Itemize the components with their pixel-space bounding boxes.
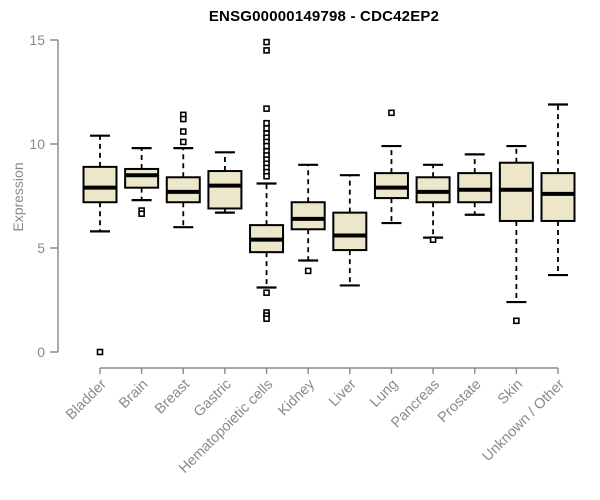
x-category-label-prostate: Prostate: [435, 377, 484, 426]
iqr-box: [415, 176, 451, 204]
iqr-box: [124, 167, 160, 189]
box-unknown-other: [540, 103, 576, 277]
box-liver: [332, 174, 368, 287]
outlier-point: [263, 172, 270, 180]
box-skin: [498, 144, 534, 325]
x-category-label-brain: Brain: [116, 377, 151, 412]
box-bladder: [82, 134, 118, 356]
x-category-label-breast: Breast: [152, 377, 193, 418]
box-brain: [124, 147, 160, 217]
box-pancreas: [415, 163, 451, 243]
iqr-box: [332, 211, 368, 252]
outlier-point: [179, 128, 187, 135]
box-hematopoietic-cells: [249, 38, 285, 323]
x-category-label-skin: Skin: [495, 377, 526, 408]
y-axis: 0 5 10 15: [29, 32, 59, 360]
outlier-point: [388, 109, 395, 117]
outlier-point: [179, 115, 187, 123]
outlier-point: [263, 47, 270, 54]
x-category-label-liver: Liver: [326, 376, 360, 410]
box-kidney: [290, 163, 326, 275]
x-category-label-lung: Lung: [367, 377, 401, 411]
y-tick-label: 5: [37, 240, 45, 256]
iqr-box: [207, 170, 243, 210]
x-category-label-bladder: Bladder: [63, 376, 110, 423]
x-category-label-kidney: Kidney: [275, 376, 318, 419]
box-prostate: [457, 153, 493, 216]
outlier-point: [138, 210, 145, 217]
outlier-point: [304, 267, 312, 275]
y-tick-label: 15: [29, 32, 45, 48]
outlier-point: [263, 119, 270, 127]
outlier-point: [263, 38, 270, 46]
y-tick-label: 10: [29, 136, 45, 152]
outlier-point: [263, 125, 270, 132]
iqr-box: [82, 165, 118, 204]
outlier-point: [429, 236, 437, 243]
iqr-box: [457, 172, 493, 204]
iqr-box: [373, 172, 409, 200]
iqr-box: [498, 161, 534, 222]
box-lung: [373, 109, 409, 225]
outlier-point: [96, 348, 104, 356]
iqr-box: [290, 201, 326, 231]
iqr-box: [165, 176, 201, 204]
outlier-point: [263, 142, 270, 150]
box-gastric: [207, 151, 243, 214]
outlier-point: [263, 289, 270, 297]
y-tick-label: 0: [37, 344, 45, 360]
outlier-point: [263, 105, 270, 112]
outlier-point: [513, 317, 520, 325]
outlier-point: [179, 138, 187, 146]
box-breast: [165, 111, 201, 229]
chart-title: ENSG00000149798 - CDC42EP2: [208, 8, 440, 25]
iqr-box: [540, 172, 576, 222]
outlier-point: [263, 315, 270, 323]
